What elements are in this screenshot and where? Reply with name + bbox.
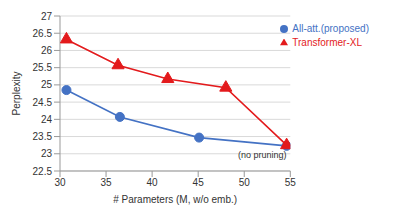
svg-text:45: 45 xyxy=(193,177,205,188)
svg-text:55: 55 xyxy=(285,177,297,188)
svg-text:30: 30 xyxy=(54,177,66,188)
svg-text:24.5: 24.5 xyxy=(33,97,53,108)
svg-text:23: 23 xyxy=(41,148,53,159)
svg-text:26.5: 26.5 xyxy=(33,28,53,39)
svg-text:40: 40 xyxy=(147,177,159,188)
svg-text:(no pruning): (no pruning) xyxy=(238,150,287,160)
svg-text:Perplexity: Perplexity xyxy=(11,72,22,116)
svg-text:# Parameters (M, w/o emb.): # Parameters (M, w/o emb.) xyxy=(113,194,237,205)
svg-text:50: 50 xyxy=(239,177,251,188)
svg-text:22.5: 22.5 xyxy=(33,166,53,177)
svg-text:26: 26 xyxy=(41,45,53,56)
html-text:All-att.(proposed): All-att.(proposed) xyxy=(292,23,369,34)
svg-text:27: 27 xyxy=(41,11,53,22)
svg-text:25: 25 xyxy=(41,79,53,90)
svg-text:25.5: 25.5 xyxy=(33,62,53,73)
html-text:Transformer-XL: Transformer-XL xyxy=(292,37,362,48)
svg-text:24: 24 xyxy=(41,114,53,125)
svg-text:23.5: 23.5 xyxy=(33,131,53,142)
svg-text:35: 35 xyxy=(100,177,112,188)
